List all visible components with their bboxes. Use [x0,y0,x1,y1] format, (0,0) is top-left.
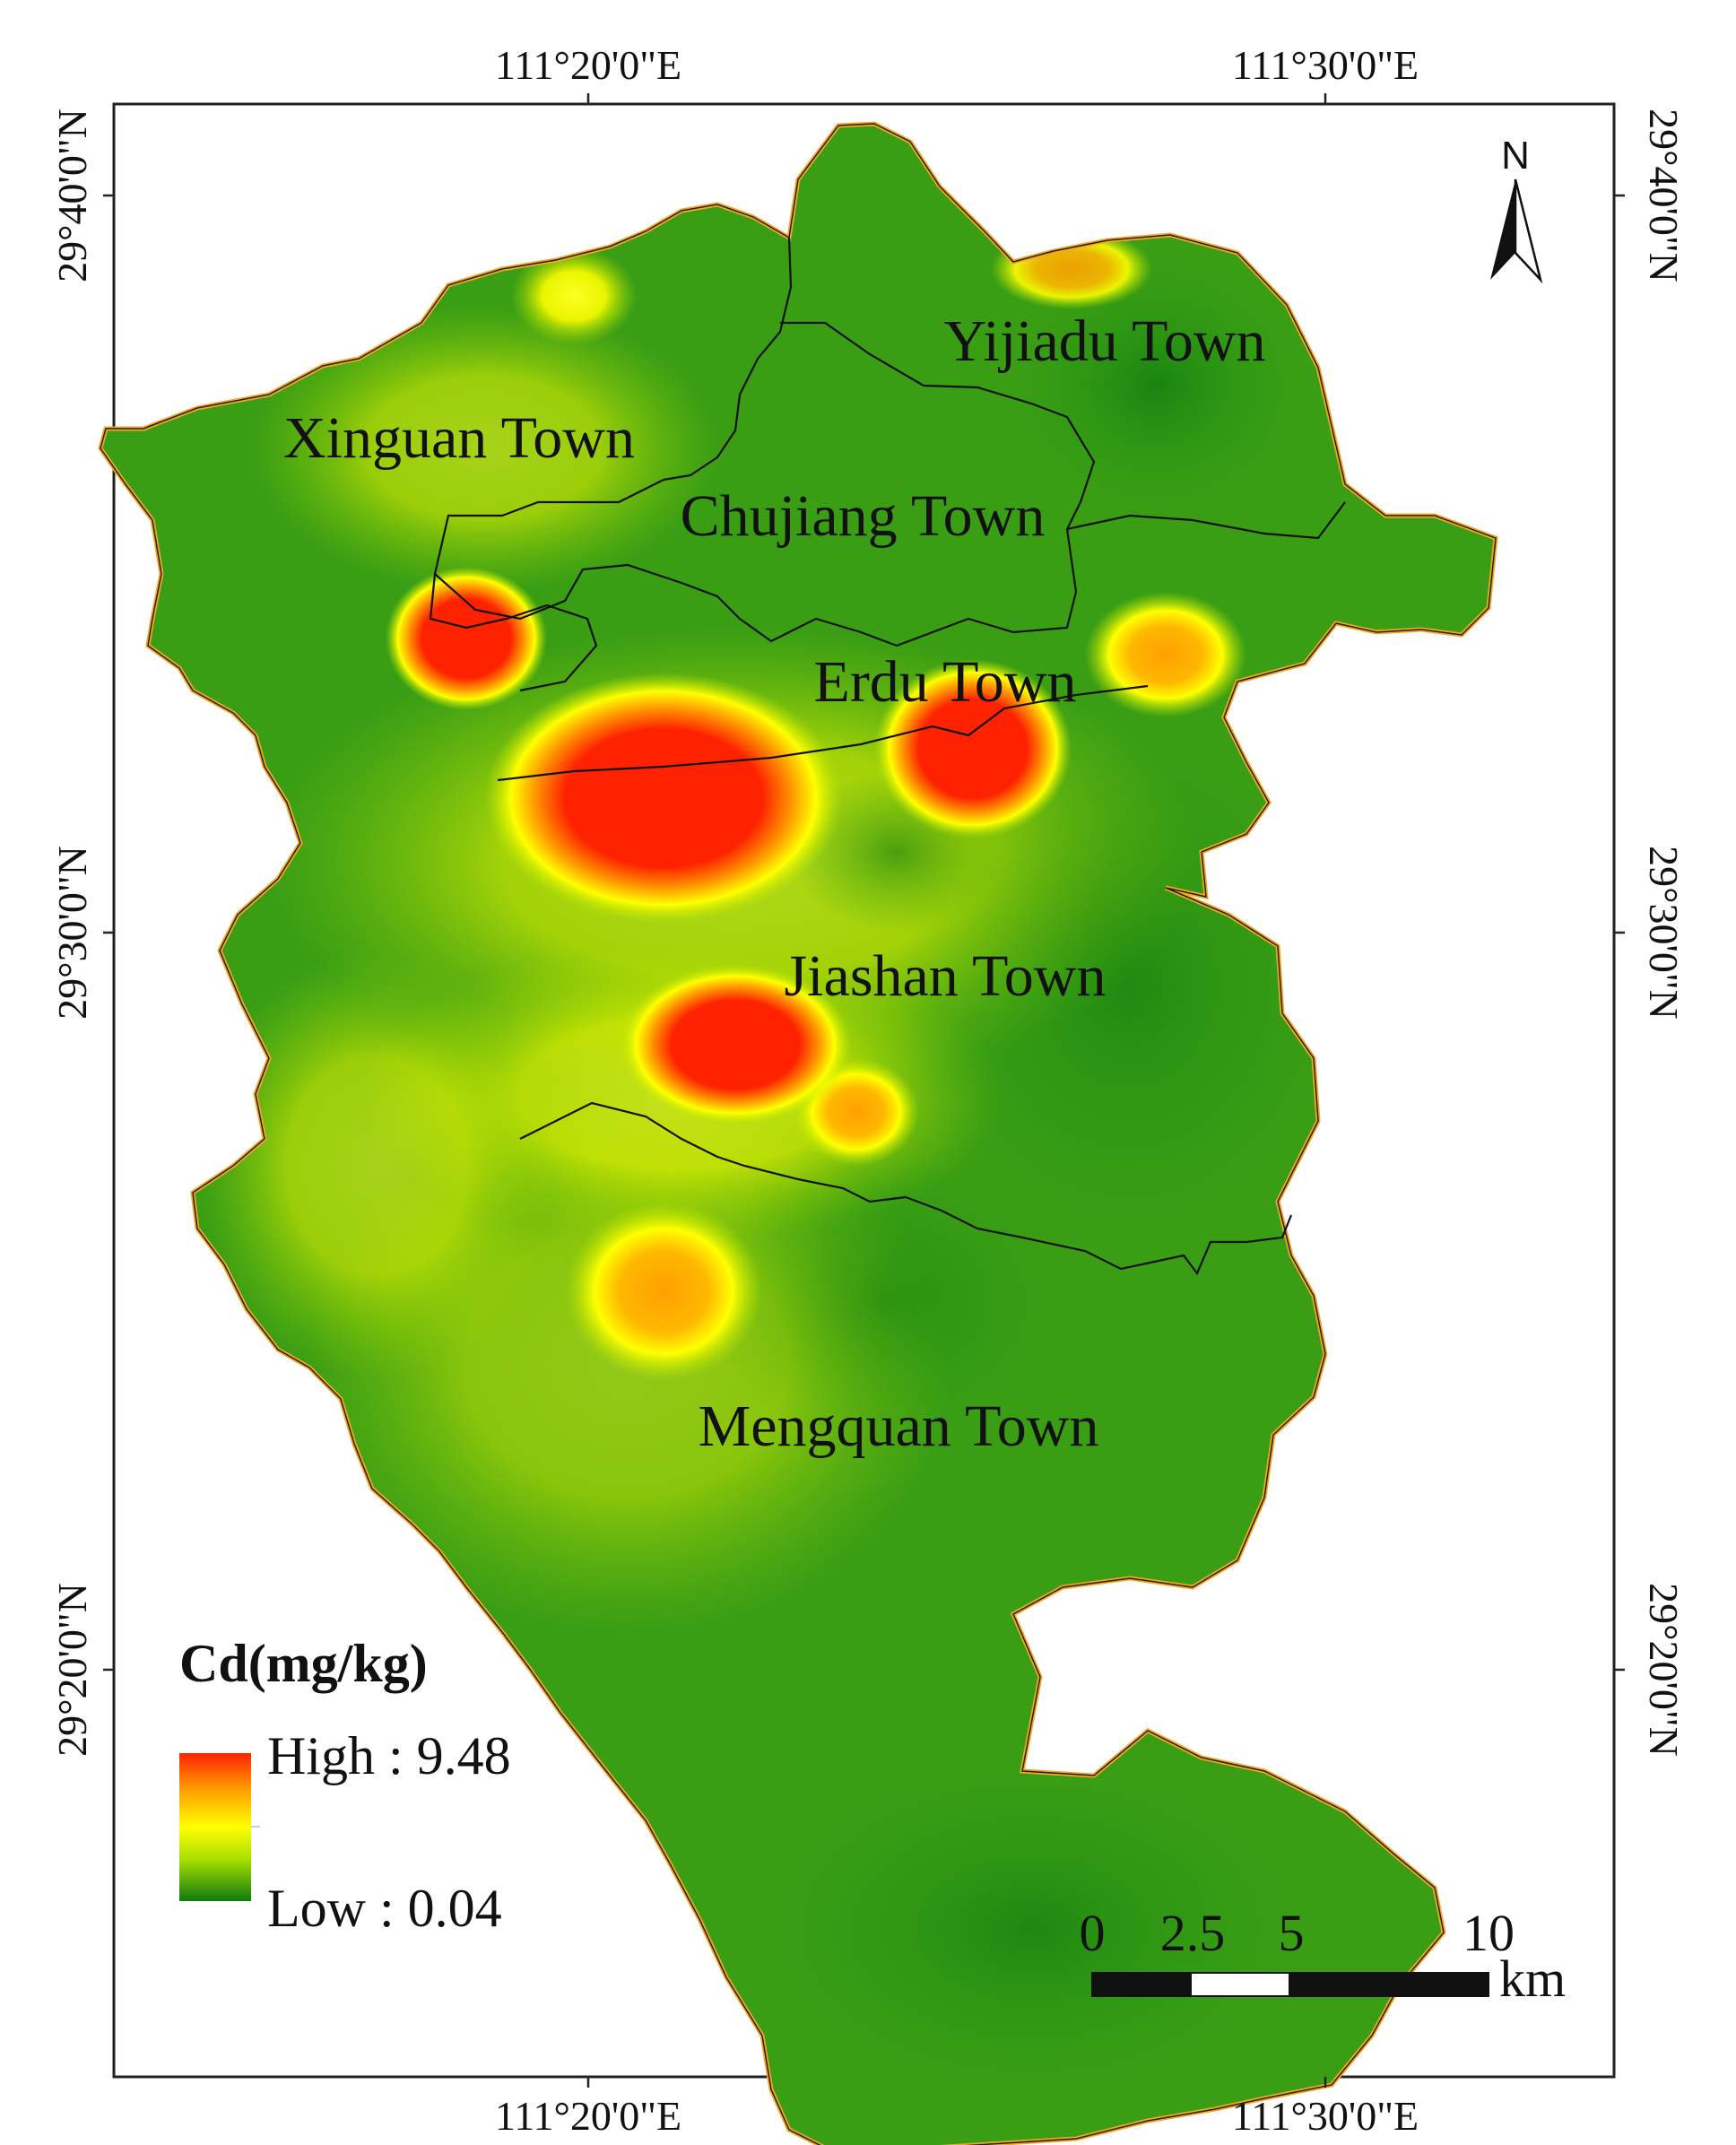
town-label-erdu: Erdu Town [814,649,1077,715]
north-arrow-icon [1490,179,1515,280]
moderate-patch-erdu-east [1085,592,1246,717]
hotspot-erdu-east [874,659,1072,838]
boundary-xinguan-chujiang [433,479,664,575]
lon-label-bottom-1: 111°20'0"E [495,2093,681,2139]
lat-label-left-3: 29°20'0"N [49,1583,95,1757]
town-label-yijiadu: Yijiadu Town [943,308,1265,374]
town-label-chujiang: Chujiang Town [681,483,1046,549]
boundary-xinguan-yijiadu [663,237,793,482]
moderate-patch-north [511,247,637,345]
boundary-xinguan-erdu-west [429,573,598,692]
scale-tick-10: 10 [1463,1904,1515,1962]
moderate-patch-mengquan [565,1202,762,1381]
low-zone-northeast [1004,251,1309,520]
lat-label-right-2: 29°30'0"N [1641,846,1687,1020]
hotspot-xinguan [386,567,547,710]
town-label-mengquan: Mengquan Town [699,1394,1099,1459]
scale-segment-2 [1190,1972,1290,1997]
north-arrow-label: N [1501,134,1530,178]
scale-tick-5: 5 [1279,1904,1305,1962]
town-label-jiashan: Jiashan Town [785,943,1107,1009]
low-zone-southeast [744,1749,1318,2107]
legend: Cd(mg/kg) High : 9.48 Low : 0.04 [179,1634,511,1938]
legend-high-label: High : 9.48 [267,1726,511,1785]
scale-unit: km [1499,1950,1566,2008]
lon-label-top-1: 111°20'0"E [495,42,681,88]
lon-label-top-2: 111°30'0"E [1232,42,1419,88]
lightgreen-zone-northwest [251,305,717,592]
lon-label-bottom-2: 111°30'0"E [1232,2093,1419,2139]
legend-title: Cd(mg/kg) [179,1634,428,1693]
legend-low-label: Low : 0.04 [267,1879,502,1938]
hotspot-erdu-west [484,673,843,924]
boundary-erdu-jiashan [497,684,1149,782]
boundary-yijiadu-erdu [1066,501,1346,540]
boundary-jiashan-mengquan [519,1101,1293,1276]
lat-label-left-2: 29°30'0"N [49,846,95,1020]
lat-label-right-3: 29°20'0"N [1641,1583,1687,1757]
scale-segment-3 [1289,1972,1489,1997]
hotspot-jiashan [619,964,852,1125]
lat-label-left-1: 29°40'0"N [49,109,95,282]
graticule-ticks [103,93,1625,2088]
north-arrow: N [1490,134,1543,284]
scale-tick-2-5: 2.5 [1160,1904,1226,1962]
scale-tick-0: 0 [1080,1904,1106,1962]
legend-color-ramp [179,1753,251,1901]
town-boundaries [429,237,1346,1276]
lat-label-right-1: 29°40'0"N [1641,109,1687,282]
lightgreen-zone-west [197,951,556,1381]
boundary-yijiadu-chujiang [780,321,1096,530]
scale-bar: 0 2.5 5 10 km [1080,1904,1567,2008]
town-label-xinguan: Xinguan Town [283,405,635,471]
boundary-chujiang-erdu [434,528,1078,647]
scale-segment-1 [1091,1972,1192,1997]
